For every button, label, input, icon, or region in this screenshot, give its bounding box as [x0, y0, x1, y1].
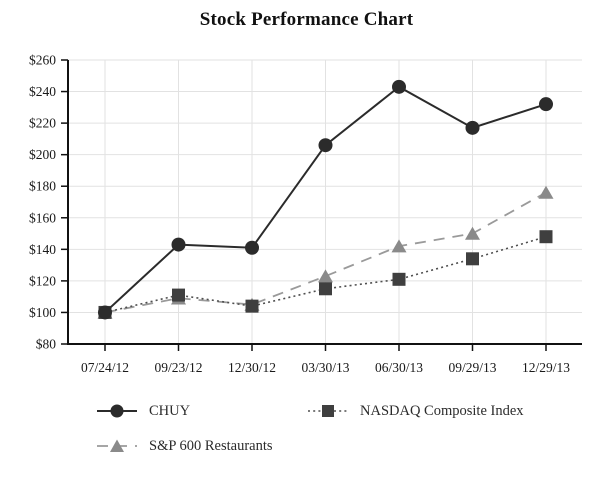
chuy-marker	[465, 120, 480, 135]
chuy-marker	[98, 305, 112, 320]
y-tick-label: $160	[29, 210, 56, 225]
y-tick-label: $80	[36, 337, 57, 352]
x-tick-label: 03/30/13	[301, 360, 349, 375]
y-tick-label: $220	[29, 116, 56, 131]
chuy-series	[98, 79, 553, 320]
plot-area: $80 $100 $120 $140 $160 $180 $200 $220 $240 $260 0…	[29, 53, 582, 375]
x-tick-label: 12/29/13	[522, 360, 570, 375]
chuy-marker	[392, 79, 406, 94]
sp600-line-marker-icon	[97, 439, 137, 452]
chuy-line-marker-icon	[97, 404, 137, 418]
nasdaq-composite-index-marker	[245, 299, 259, 313]
chuy-marker	[539, 97, 553, 112]
x-tick-label: 09/29/13	[448, 360, 496, 375]
s-p-600-restaurants-marker	[318, 269, 333, 283]
legend-item-nasdaq: NASDAQ Composite Index	[306, 398, 524, 424]
chuy-marker	[318, 138, 333, 153]
chart-title: Stock Performance Chart	[199, 9, 414, 30]
legend-item-sp600: S&P 600 Restaurants	[95, 433, 306, 459]
y-tick-label: $120	[29, 273, 56, 288]
legend-item-chuy: CHUY	[95, 398, 306, 424]
y-tick-label: $200	[29, 147, 56, 162]
y-tick-label: $140	[29, 242, 56, 257]
x-tick-label: 06/30/13	[375, 360, 423, 375]
legend-label-nasdaq: NASDAQ Composite Index	[360, 402, 524, 419]
nasdaq-composite-index-marker	[392, 272, 406, 286]
s-p-600-restaurants-marker	[538, 185, 554, 199]
chuy-marker	[245, 240, 259, 255]
y-tick-label: $240	[29, 84, 56, 99]
x-tick-label: 07/24/12	[81, 360, 129, 375]
x-tick-label: 09/23/12	[154, 360, 202, 375]
y-tick-label: $100	[29, 305, 56, 320]
legend-label-sp600: S&P 600 Restaurants	[149, 437, 273, 454]
nasdaq-composite-index-marker	[539, 230, 553, 244]
chuy-marker	[171, 237, 186, 252]
legend-label-chuy: CHUY	[149, 402, 191, 419]
axes: $80 $100 $120 $140 $160 $180 $200 $220 $240 $260 0…	[29, 53, 582, 375]
nasdaq-composite-index-marker	[466, 252, 479, 266]
s-p-600-restaurants-marker	[465, 226, 480, 240]
nasdaq-composite-index-marker	[319, 282, 332, 296]
nasdaq-line-marker-icon	[308, 405, 348, 417]
nasdaq-composite-index-marker	[172, 288, 185, 302]
x-tick-label: 12/30/12	[228, 360, 276, 375]
y-tick-label: $180	[29, 179, 56, 194]
legend: CHUY NASDAQ Composite Index S&P 600 Rest…	[95, 398, 524, 459]
y-tick-label: $260	[29, 53, 56, 68]
gridlines	[68, 59, 582, 344]
s-p-600-restaurants-marker	[391, 239, 407, 253]
